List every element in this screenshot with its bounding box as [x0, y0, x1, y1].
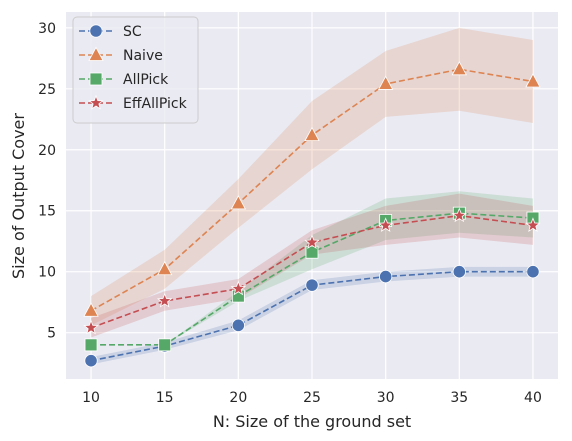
y-axis-label: Size of Output Cover [9, 113, 28, 279]
naive-point [157, 260, 173, 276]
y-tick-label: 25 [38, 82, 56, 98]
effallpick-legend-label: EffAllPick [123, 96, 188, 112]
naive-point [451, 60, 467, 76]
sc-point [526, 265, 540, 279]
sc-confidence-band [91, 266, 533, 365]
naive-confidence-band [91, 27, 533, 326]
effallpick-legend-marker [88, 94, 104, 110]
sc-point [84, 354, 98, 368]
sc-point [379, 269, 393, 284]
effallpick-point [156, 292, 173, 308]
sc-legend-label: SC [123, 24, 142, 40]
effallpick-point [230, 280, 247, 296]
legend: SC Naive AllPick EffAllPick [72, 16, 199, 124]
y-tick-label: 5 [47, 326, 56, 342]
y-tick-label: 15 [38, 204, 56, 220]
sc-point [305, 278, 319, 292]
effallpick-point [377, 217, 394, 232]
x-tick-label: 25 [303, 390, 321, 406]
y-tick-label: 20 [38, 143, 56, 159]
x-tick-label: 40 [524, 390, 542, 406]
naive-legend-label: Naive [123, 48, 163, 64]
naive-point [304, 126, 320, 142]
effallpick-point [451, 207, 468, 223]
effallpick-point [83, 319, 99, 335]
effallpick-point [304, 234, 320, 249]
naive-point [83, 302, 99, 317]
x-tick-label: 15 [156, 390, 174, 406]
allpick-point [305, 245, 319, 259]
allpick-point [158, 338, 172, 352]
naive-point [525, 73, 541, 88]
legend-box [72, 16, 199, 124]
x-axis-label: N: Size of the ground set [213, 412, 411, 431]
x-tick-label: 10 [82, 390, 100, 406]
naive-point [377, 75, 394, 90]
tick-labels: 10 15 20 25 30 35 40 5 10 15 20 25 30 [38, 21, 542, 406]
allpick-point [84, 338, 98, 352]
sc-point [231, 318, 245, 332]
effallpick-confidence-band [91, 193, 533, 338]
allpick-confidence-band [91, 191, 533, 345]
allpick-legend-label: AllPick [123, 72, 169, 88]
y-tick-label: 10 [38, 265, 56, 281]
allpick-legend-marker [89, 72, 103, 86]
naive-legend-marker [88, 46, 104, 61]
sc-point [452, 265, 466, 279]
x-tick-label: 30 [377, 390, 395, 406]
y-tick-label: 30 [38, 21, 56, 37]
sc-legend-marker [89, 24, 103, 38]
effallpick-point [525, 217, 541, 232]
x-tick-label: 20 [229, 390, 247, 406]
naive-point [230, 195, 247, 210]
series-markers [83, 60, 541, 368]
confidence-bands [91, 27, 533, 365]
x-tick-label: 35 [450, 390, 468, 406]
